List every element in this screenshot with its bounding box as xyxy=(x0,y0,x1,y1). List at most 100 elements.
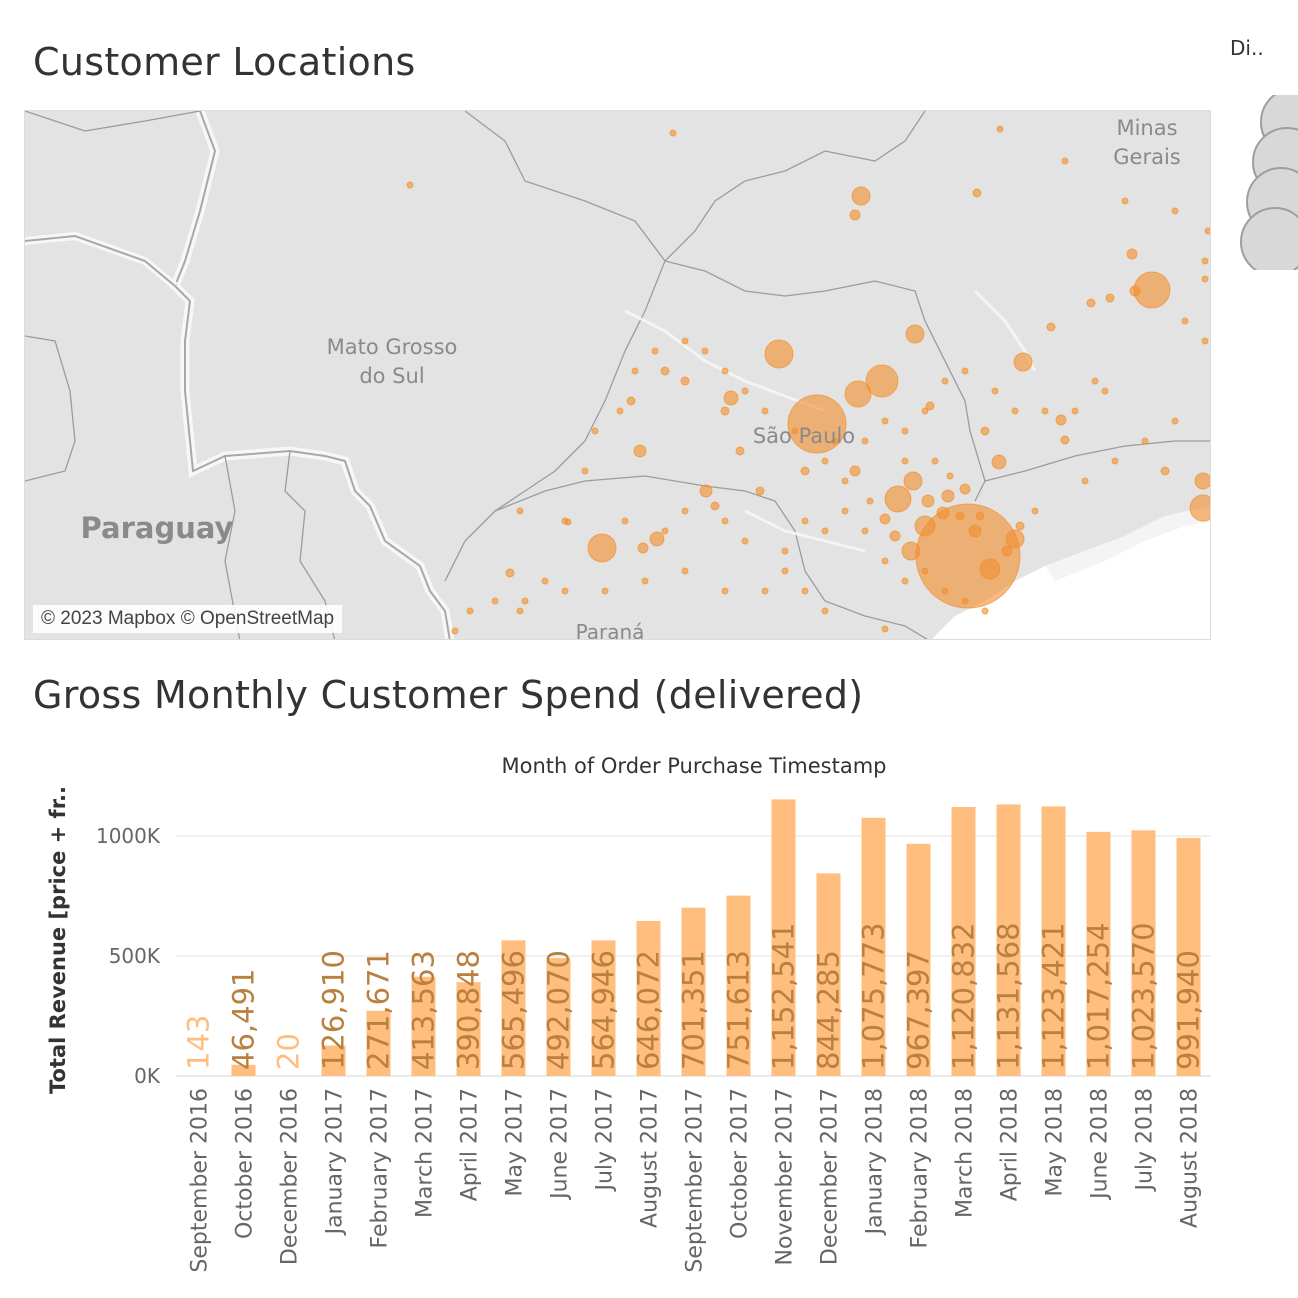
location-mark[interactable] xyxy=(791,427,799,435)
location-mark[interactable] xyxy=(564,518,572,526)
location-mark[interactable] xyxy=(669,129,677,137)
bar[interactable] xyxy=(1086,831,1111,1076)
location-mark[interactable] xyxy=(761,587,769,595)
location-mark[interactable] xyxy=(1194,472,1211,490)
location-mark[interactable] xyxy=(1101,387,1109,395)
map-canvas[interactable]: Minas Gerais Mato Grosso do Sul Paraguay… xyxy=(25,111,1211,640)
location-mark[interactable] xyxy=(660,366,670,376)
bar[interactable] xyxy=(636,920,661,1076)
location-mark[interactable] xyxy=(1201,257,1209,265)
location-mark[interactable] xyxy=(787,394,847,454)
location-mark[interactable] xyxy=(901,457,909,465)
location-mark[interactable] xyxy=(741,387,749,395)
location-mark[interactable] xyxy=(649,531,665,547)
bar[interactable] xyxy=(366,1010,391,1076)
location-mark[interactable] xyxy=(821,527,829,535)
location-mark[interactable] xyxy=(921,494,935,508)
location-mark[interactable] xyxy=(1121,197,1129,205)
location-mark[interactable] xyxy=(861,527,869,535)
customer-locations-map[interactable]: Minas Gerais Mato Grosso do Sul Paraguay… xyxy=(24,110,1211,640)
location-mark[interactable] xyxy=(861,437,869,445)
location-mark[interactable] xyxy=(1071,407,1079,415)
location-mark[interactable] xyxy=(931,457,939,465)
location-mark[interactable] xyxy=(641,577,649,585)
bar[interactable] xyxy=(861,817,886,1076)
revenue-bar-chart[interactable]: Month of Order Purchase Timestamp Total … xyxy=(0,740,1298,1298)
location-mark[interactable] xyxy=(721,517,729,525)
location-mark[interactable] xyxy=(626,396,636,406)
bar[interactable] xyxy=(771,799,796,1076)
location-mark[interactable] xyxy=(1005,529,1025,549)
location-mark[interactable] xyxy=(1111,457,1119,465)
bar[interactable] xyxy=(816,873,841,1076)
location-mark[interactable] xyxy=(991,454,1007,470)
location-mark[interactable] xyxy=(561,587,569,595)
location-mark[interactable] xyxy=(925,401,935,411)
location-mark[interactable] xyxy=(1201,337,1209,345)
location-mark[interactable] xyxy=(581,467,589,475)
location-mark[interactable] xyxy=(831,437,839,445)
location-mark[interactable] xyxy=(841,477,849,485)
location-mark[interactable] xyxy=(761,407,769,415)
location-mark[interactable] xyxy=(1031,507,1039,515)
location-mark[interactable] xyxy=(941,489,955,503)
location-mark[interactable] xyxy=(631,367,639,375)
bar[interactable] xyxy=(906,843,931,1076)
location-mark[interactable] xyxy=(941,587,949,595)
location-mark[interactable] xyxy=(637,542,649,554)
location-mark[interactable] xyxy=(959,483,971,495)
location-mark[interactable] xyxy=(921,407,929,415)
location-mark[interactable] xyxy=(851,186,871,206)
bar[interactable] xyxy=(1131,830,1156,1076)
location-mark[interactable] xyxy=(1060,435,1070,445)
location-mark[interactable] xyxy=(914,515,936,537)
bar[interactable] xyxy=(231,1064,256,1076)
location-mark[interactable] xyxy=(996,125,1004,133)
location-mark[interactable] xyxy=(881,417,889,425)
location-mark[interactable] xyxy=(741,537,749,545)
location-mark[interactable] xyxy=(1041,407,1049,415)
location-mark[interactable] xyxy=(991,387,999,395)
location-mark[interactable] xyxy=(516,507,524,515)
location-mark[interactable] xyxy=(800,466,810,476)
location-mark[interactable] xyxy=(961,597,969,605)
location-mark[interactable] xyxy=(1013,352,1033,372)
location-mark[interactable] xyxy=(901,427,909,435)
location-mark[interactable] xyxy=(821,607,829,615)
location-mark[interactable] xyxy=(699,484,713,498)
location-mark[interactable] xyxy=(681,567,689,575)
location-mark[interactable] xyxy=(1160,466,1170,476)
location-mark[interactable] xyxy=(881,557,889,565)
location-mark[interactable] xyxy=(661,527,669,535)
location-mark[interactable] xyxy=(801,517,809,525)
location-mark[interactable] xyxy=(884,485,912,513)
location-mark[interactable] xyxy=(879,513,891,525)
bar[interactable] xyxy=(456,982,481,1076)
location-mark[interactable] xyxy=(781,567,789,575)
location-mark[interactable] xyxy=(889,530,901,542)
location-mark[interactable] xyxy=(1126,248,1138,260)
location-mark[interactable] xyxy=(680,376,690,386)
location-mark[interactable] xyxy=(901,577,909,585)
location-mark[interactable] xyxy=(866,497,874,505)
location-mark[interactable] xyxy=(591,427,599,435)
location-mark[interactable] xyxy=(721,587,729,595)
map-attribution[interactable]: © 2023 Mapbox © OpenStreetMap xyxy=(33,605,343,633)
location-mark[interactable] xyxy=(735,446,745,456)
location-mark[interactable] xyxy=(491,597,499,605)
location-mark[interactable] xyxy=(881,625,889,633)
location-mark[interactable] xyxy=(1171,207,1179,215)
location-mark[interactable] xyxy=(1046,322,1056,332)
location-mark[interactable] xyxy=(621,517,629,525)
location-mark[interactable] xyxy=(865,364,899,398)
location-mark[interactable] xyxy=(701,347,709,355)
location-mark[interactable] xyxy=(451,627,459,635)
bar[interactable] xyxy=(726,895,751,1076)
location-mark[interactable] xyxy=(505,568,515,578)
location-mark[interactable] xyxy=(981,607,989,615)
location-mark[interactable] xyxy=(1015,521,1025,531)
location-mark[interactable] xyxy=(1081,477,1089,485)
bar[interactable] xyxy=(591,940,616,1076)
location-mark[interactable] xyxy=(1091,377,1099,385)
location-mark[interactable] xyxy=(905,324,925,344)
